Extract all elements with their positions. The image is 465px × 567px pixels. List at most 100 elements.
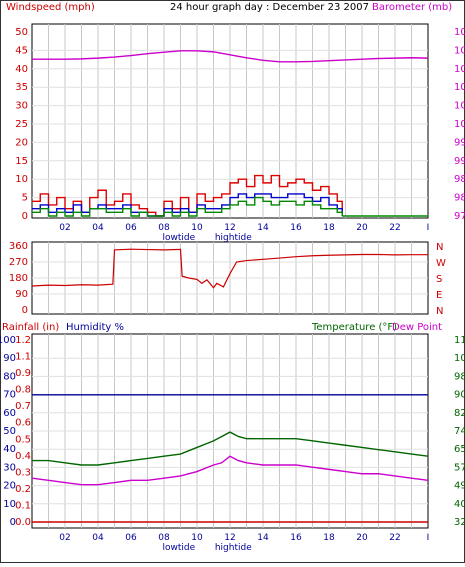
temperature-tick-label: 98 xyxy=(454,371,465,382)
humidity-tick-label: 90 xyxy=(3,353,16,364)
rainfall-tick-label: 0.8 xyxy=(15,385,31,396)
barometer-tick-label: 1000 xyxy=(454,119,465,130)
barometer-tick-label: 1010 xyxy=(454,82,465,93)
direction-compass-tick-label: S xyxy=(436,274,442,285)
panel-1-hour-tick-label: 08 xyxy=(158,223,170,233)
dew-point-axis-label: Dew Point xyxy=(392,322,442,333)
panel-1-hour-tick-label: 02 xyxy=(59,223,70,233)
panel-3-series-3-line xyxy=(31,455,429,486)
panel-1-hour-tick-label: 14 xyxy=(257,223,269,233)
grid-layer xyxy=(31,23,429,529)
temperature-tick-label: 115 xyxy=(454,335,465,346)
windspeed-tick-label: 40 xyxy=(15,64,28,75)
direction-degree-tick-label: 270 xyxy=(9,257,28,268)
humidity-tick-label: 30 xyxy=(3,462,16,473)
barometer-axis-label: Barometer (mb) xyxy=(372,2,452,13)
direction-degree-tick-label: 90 xyxy=(15,289,28,300)
barometer-tick-label: 985 xyxy=(454,174,465,185)
rainfall-tick-label: 0.7 xyxy=(15,401,31,412)
panel-1-hour-tick-label: 20 xyxy=(356,223,368,233)
panel-3-hour-tick-label: 10 xyxy=(191,533,203,543)
barometer-tick-label: 1015 xyxy=(454,64,465,75)
panel-3-tide-label: lowtide xyxy=(163,543,196,553)
rainfall-tick-label: 1.2 xyxy=(15,335,31,346)
humidity-tick-label: 20 xyxy=(3,481,16,492)
direction-degree-tick-label: 0 xyxy=(22,305,28,316)
windspeed-tick-label: 35 xyxy=(15,82,28,93)
panel-1-hour-tick-label: 18 xyxy=(323,223,335,233)
temperature-tick-label: 107 xyxy=(454,353,465,364)
humidity-tick-label: 70 xyxy=(3,390,16,401)
barometer-tick-label: 990 xyxy=(454,156,465,167)
temperature-tick-label: 90 xyxy=(454,390,465,401)
windspeed-tick-label: 15 xyxy=(15,156,28,167)
temperature-axis-label: Temperature (°F) xyxy=(311,322,397,333)
temperature-tick-label: 65 xyxy=(454,444,465,455)
panel-1-tide-label: hightide xyxy=(215,233,252,243)
tick-layer: 5010254510204010153510103010052510002099… xyxy=(0,27,465,553)
panel-1-hour-tick-label: 22 xyxy=(389,223,400,233)
rainfall-tick-label: 0.4 xyxy=(15,451,31,462)
rainfall-tick-label: 1.1 xyxy=(15,352,31,363)
panel-3-hour-tick-label: 16 xyxy=(290,533,302,543)
windspeed-tick-label: 45 xyxy=(15,45,28,56)
temperature-tick-label: 82 xyxy=(454,408,465,419)
rainfall-tick-label: 0.6 xyxy=(15,418,31,429)
windspeed-tick-label: 25 xyxy=(15,119,28,130)
direction-compass-tick-label: N xyxy=(436,306,443,317)
barometer-tick-label: 980 xyxy=(454,193,465,204)
panel-3-hour-tick-label: 18 xyxy=(323,533,335,543)
direction-degree-tick-label: 360 xyxy=(9,241,28,252)
temperature-tick-label: 32 xyxy=(454,517,465,528)
rainfall-tick-label: 0.5 xyxy=(15,434,31,445)
panel-1-series-2-line xyxy=(32,193,343,217)
panel-3-hour-tick-label: 14 xyxy=(257,533,269,543)
humidity-tick-label: 40 xyxy=(3,444,16,455)
rainfall-axis-label: Rainfall (in) xyxy=(2,322,59,333)
panel-3-hour-tick-label: 06 xyxy=(125,533,137,543)
windspeed-tick-label: 30 xyxy=(15,101,28,112)
panel-1-hour-tick-label: I xyxy=(427,223,430,233)
barometer-tick-label: 1005 xyxy=(454,101,465,112)
rainfall-tick-label: 0.2 xyxy=(15,484,31,495)
direction-degree-tick-label: 180 xyxy=(9,273,28,284)
rainfall-tick-label: 0.3 xyxy=(15,467,31,478)
barometer-tick-label: 975 xyxy=(454,211,465,222)
humidity-tick-label: 50 xyxy=(3,426,16,437)
rainfall-tick-label: 0.9 xyxy=(15,368,31,379)
windspeed-tick-label: 10 xyxy=(15,174,28,185)
direction-compass-tick-label: N xyxy=(436,242,443,253)
panel-1-tide-label: lowtide xyxy=(163,233,196,243)
panel-1-series-3-line xyxy=(32,196,343,217)
panel-3-hour-tick-label: I xyxy=(427,533,430,543)
panel-3-series-2-line xyxy=(32,431,429,466)
humidity-axis-label: Humidity % xyxy=(66,322,124,333)
windspeed-tick-label: 50 xyxy=(15,27,28,38)
humidity-tick-label: 10 xyxy=(3,499,16,510)
panel-1-hour-tick-label: 10 xyxy=(191,223,203,233)
panel-3-hour-tick-label: 20 xyxy=(356,533,368,543)
rainfall-tick-label: 0.0 xyxy=(15,517,31,528)
windspeed-axis-label: Windspeed (mph) xyxy=(6,2,95,13)
panel-3-hour-tick-label: 22 xyxy=(389,533,400,543)
panel-1-series-0-line xyxy=(32,50,429,63)
panel-3-hour-tick-label: 08 xyxy=(158,533,170,543)
panel-3-hour-tick-label: 12 xyxy=(224,533,235,543)
temperature-tick-label: 57 xyxy=(454,462,465,473)
temperature-tick-label: 74 xyxy=(454,426,465,437)
barometer-tick-label: 995 xyxy=(454,137,465,148)
panel-3-hour-tick-label: 02 xyxy=(59,533,70,543)
humidity-tick-label: 100 xyxy=(0,335,16,346)
panel-3-tide-label: hightide xyxy=(215,543,252,553)
series-layer xyxy=(31,50,429,523)
panel-1-hour-tick-label: 12 xyxy=(224,223,235,233)
temperature-tick-label: 40 xyxy=(454,499,465,510)
rainfall-tick-label: 0.1 xyxy=(15,500,31,511)
direction-compass-tick-label: E xyxy=(436,290,442,301)
temperature-tick-label: 49 xyxy=(454,481,465,492)
windspeed-tick-label: 0 xyxy=(22,211,28,222)
